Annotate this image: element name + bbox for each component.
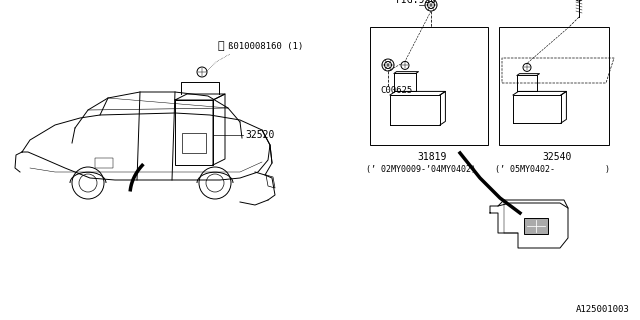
Polygon shape: [524, 218, 548, 234]
Text: (’ 02MY0009-’04MY0402): (’ 02MY0009-’04MY0402): [366, 165, 476, 174]
Text: A125001003: A125001003: [576, 305, 630, 314]
Text: 31819: 31819: [417, 152, 446, 162]
Text: FIG.930: FIG.930: [396, 0, 437, 5]
Text: C00625: C00625: [380, 86, 412, 95]
Text: 32520: 32520: [245, 130, 275, 140]
Bar: [499, 27, 609, 145]
Bar: [370, 27, 488, 145]
Text: (’ 05MY0402-          ): (’ 05MY0402- ): [495, 165, 610, 174]
Bar: [182, 133, 206, 153]
Text: ß010008160 (1): ß010008160 (1): [228, 42, 303, 51]
Bar: [95, 158, 113, 168]
Text: 32540: 32540: [542, 152, 572, 162]
Text: Ⓑ: Ⓑ: [218, 41, 225, 51]
